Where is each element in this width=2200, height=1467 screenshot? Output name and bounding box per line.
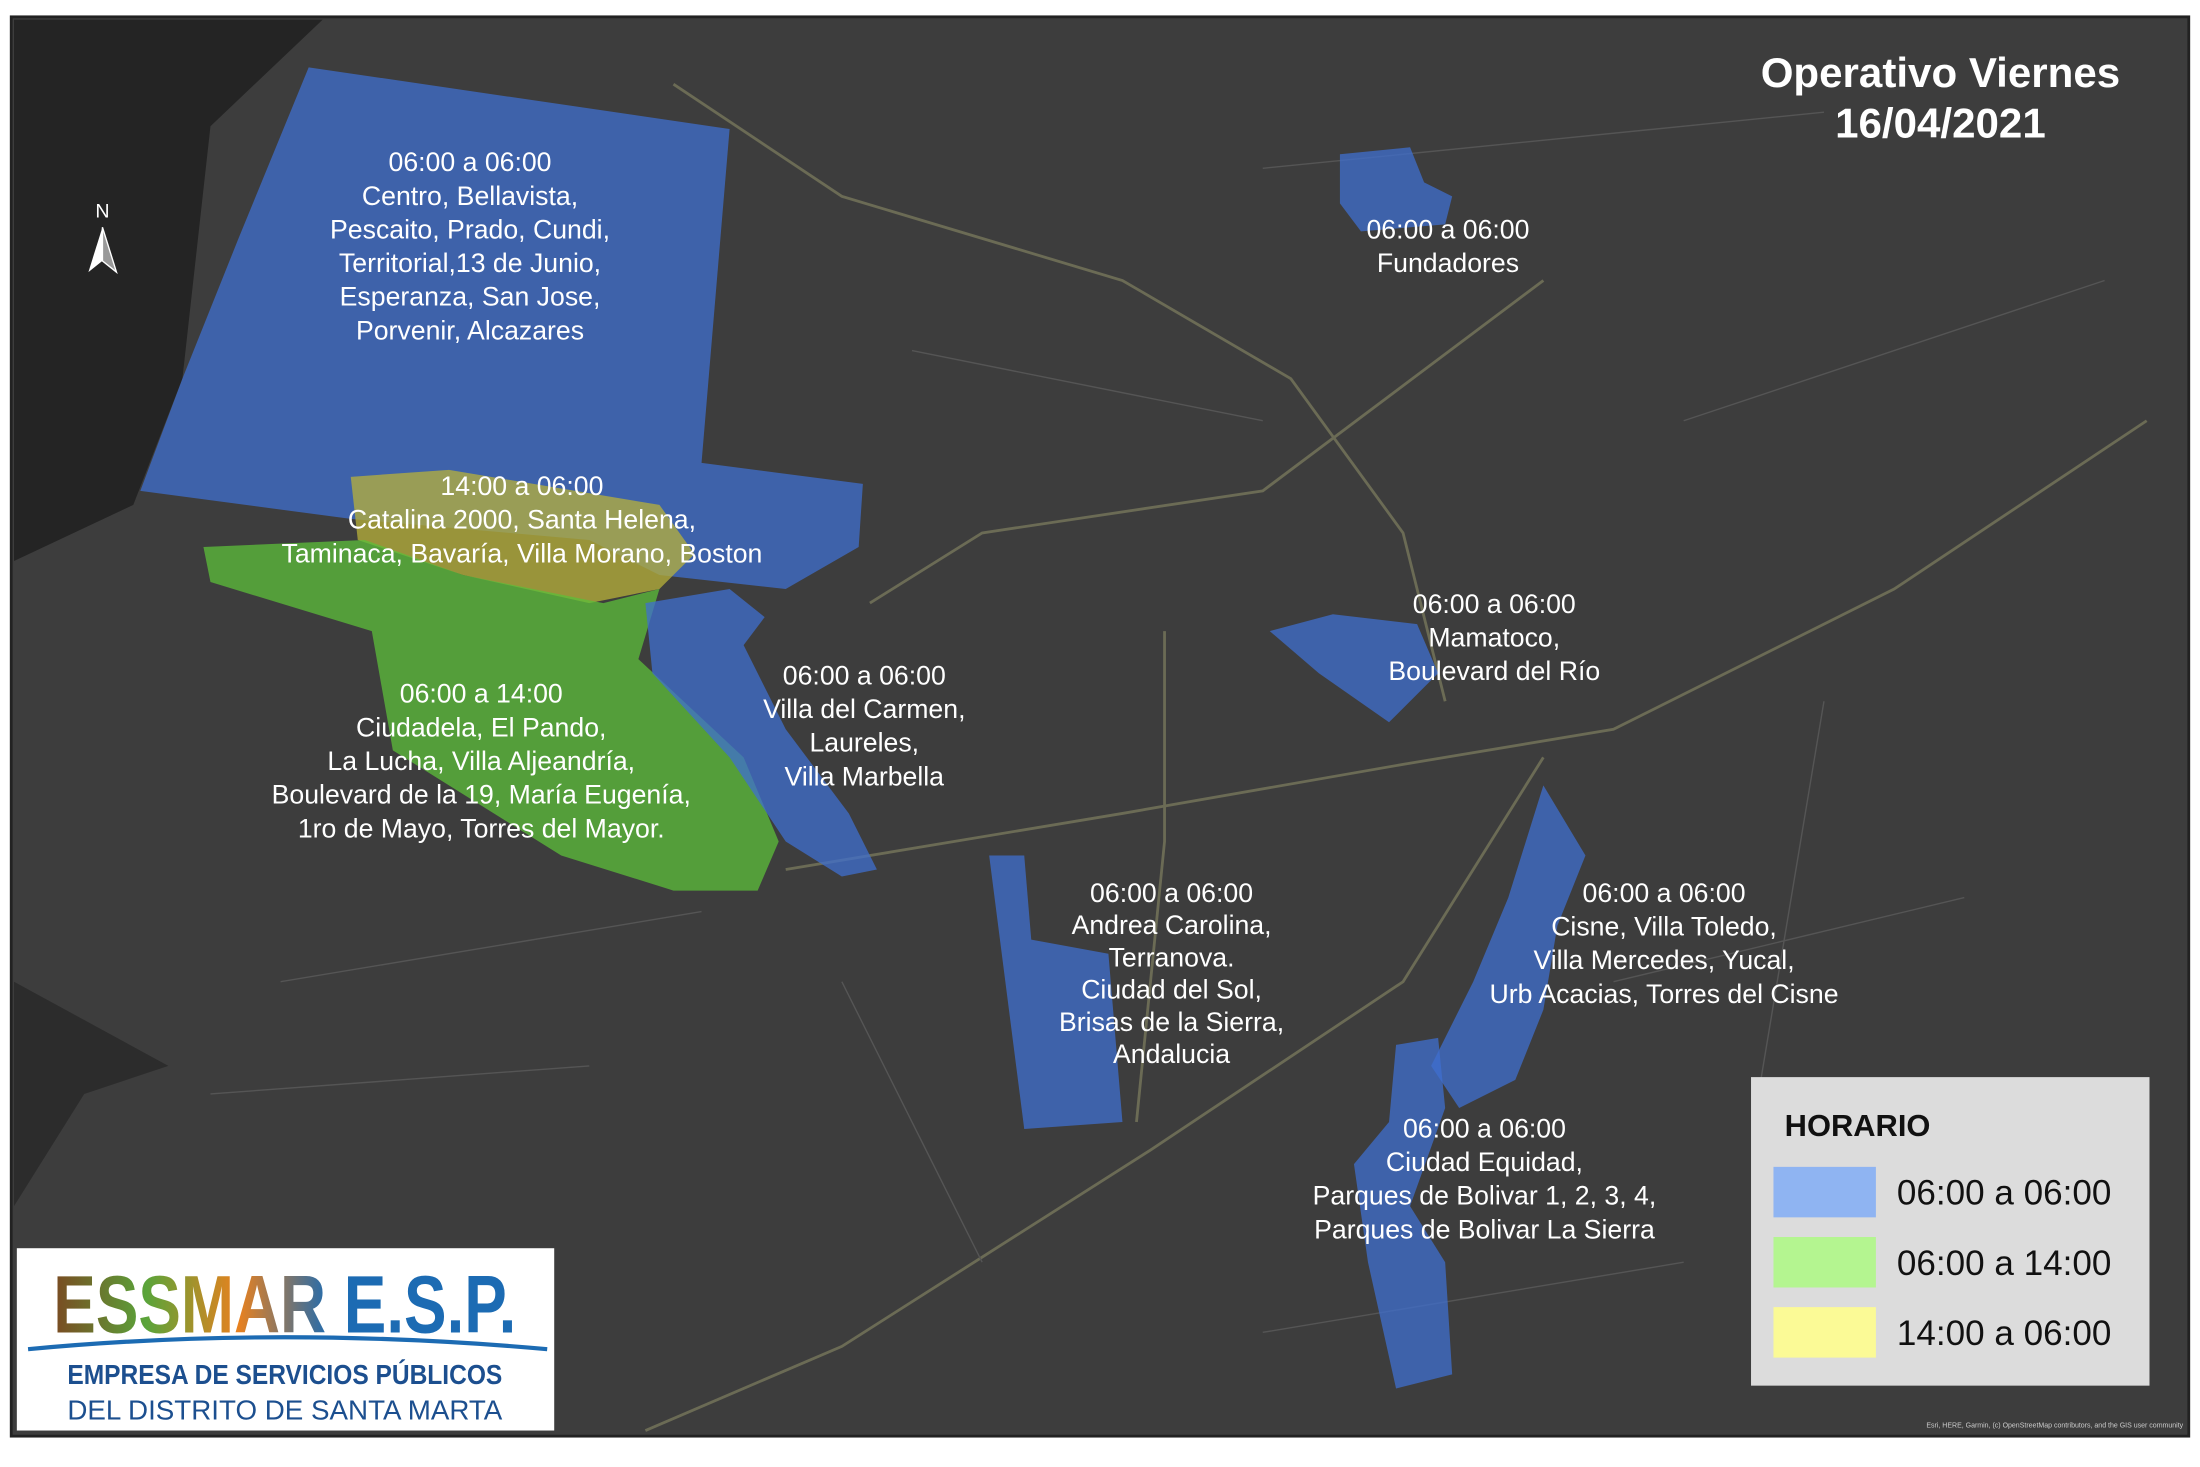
zone-label: Centro, Bellavista, <box>362 181 578 211</box>
zone-label: 06:00 a 06:00 <box>1366 214 1529 244</box>
zone-label: 06:00 a 06:00 <box>1090 878 1253 908</box>
zone <box>140 67 863 590</box>
zone-label: 06:00 a 06:00 <box>783 660 946 690</box>
north-label: N <box>95 200 109 222</box>
legend-label: 06:00 a 06:00 <box>1897 1174 2111 1213</box>
logo-line1: EMPRESA DE SERVICIOS PÚBLICOS <box>67 1359 502 1390</box>
legend-swatch <box>1773 1236 1876 1288</box>
zone-label: 1ro de Mayo, Torres del Mayor. <box>298 813 665 843</box>
zone <box>203 539 779 891</box>
attribution: Esri, HERE, Garmin, (c) OpenStreetMap co… <box>1926 1423 2183 1430</box>
zone-label: Villa Marbella <box>785 761 945 791</box>
legend-items: 06:00 a 06:00 06:00 a 14:00 14:00 a 06:00 <box>1773 1166 2111 1358</box>
zones <box>140 67 1586 1389</box>
legend-swatch <box>1773 1307 1876 1358</box>
zone-label: Parques de Bolivar 1, 2, 3, 4, <box>1313 1181 1657 1211</box>
zone <box>989 855 1123 1130</box>
zone-label: Andrea Carolina, <box>1072 910 1272 940</box>
zone-label: Villa Mercedes, Yucal, <box>1533 945 1794 975</box>
legend-title: HORARIO <box>1785 1108 1931 1143</box>
sea <box>14 19 323 561</box>
zone-label: Villa del Carmen, <box>763 694 965 724</box>
zone-label: Ciudadela, El Pando, <box>356 712 606 742</box>
zone-label: Laureles, <box>809 728 919 758</box>
title-line: 16/04/2021 <box>1835 99 2046 146</box>
legend-label: 06:00 a 14:00 <box>1897 1244 2111 1283</box>
zone <box>350 469 695 604</box>
zone-label: Fundadores <box>1377 248 1519 278</box>
zone-label: 06:00 a 06:00 <box>389 147 552 177</box>
zone <box>645 589 877 877</box>
zone-label: Boulevard del Río <box>1388 656 1600 686</box>
zone-label: 06:00 a 06:00 <box>1583 878 1746 908</box>
zone-label: Esperanza, San Jose, <box>340 282 601 312</box>
zone-label: Pescaito, Prado, Cundi, <box>330 214 610 244</box>
logo-line2: DEL DISTRITO DE SANTA MARTA <box>67 1394 502 1425</box>
zone <box>1269 614 1439 723</box>
roads <box>644 82 2148 1432</box>
title-line: Operativo Viernes <box>1761 49 2120 96</box>
zone <box>1353 1037 1453 1389</box>
zone-label: Cisne, Villa Toledo, <box>1551 911 1777 941</box>
zone-label: Porvenir, Alcazares <box>356 315 584 345</box>
zone-label: 14:00 a 06:00 <box>440 471 603 501</box>
zone-label: 06:00 a 06:00 <box>1403 1113 1566 1143</box>
zone-label: Urb Acacias, Torres del Cisne <box>1490 979 1839 1009</box>
zone-label: 06:00 a 14:00 <box>400 679 563 709</box>
arrow <box>88 227 103 273</box>
streets <box>210 111 2105 1334</box>
zone <box>1431 785 1586 1108</box>
zone-label: Parques de Bolivar La Sierra <box>1314 1214 1655 1244</box>
logo-swoosh <box>27 1335 548 1352</box>
zone-label: La Lucha, Villa Aljeandría, <box>327 746 635 776</box>
zone <box>1339 147 1453 232</box>
zone-label: Terranova. <box>1109 942 1235 972</box>
zone-label: Taminaca, Bavaría, Villa Morano, Boston <box>281 538 762 568</box>
legend-label: 14:00 a 06:00 <box>1897 1314 2111 1353</box>
zone-label: Andalucia <box>1113 1039 1230 1069</box>
zone-label: Boulevard de la 19, María Eugenía, <box>272 780 691 810</box>
zone-label: Catalina 2000, Santa Helena, <box>348 505 696 535</box>
sea <box>14 981 169 1207</box>
zone-labels: 06:00 a 06:00 Centro, Bellavista,Pescaito… <box>272 147 1839 1244</box>
zone-label: 06:00 a 06:00 <box>1413 589 1576 619</box>
zone-label: Ciudad Equidad, <box>1386 1147 1583 1177</box>
north-arrow: N <box>88 200 118 275</box>
zone-label: Mamatoco, <box>1428 623 1560 653</box>
legend-swatch <box>1773 1166 1876 1218</box>
arrow <box>101 226 118 275</box>
zone-label: Brisas de la Sierra, <box>1059 1007 1284 1037</box>
zone-label: Territorial,13 de Junio, <box>339 248 601 278</box>
zone-label: Ciudad del Sol, <box>1081 975 1262 1005</box>
